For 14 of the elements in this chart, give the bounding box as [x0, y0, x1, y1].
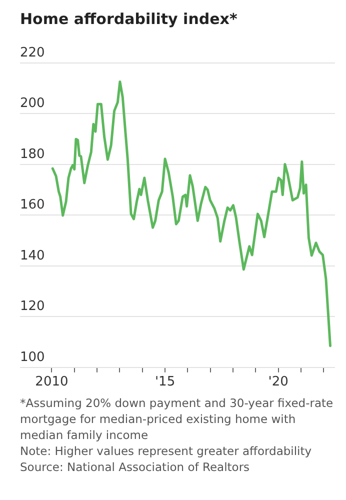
x-tick-label: '20: [268, 374, 288, 390]
chart-title: Home affordability index*: [20, 10, 238, 28]
y-tick-label: 220: [20, 45, 45, 60]
source-note: Source: National Association of Realtors: [20, 459, 251, 475]
x-tick-label: '15: [154, 374, 176, 390]
y-tick-label: 180: [20, 146, 45, 162]
y-tick-label: 160: [20, 198, 45, 213]
y-tick-label: 120: [20, 299, 45, 314]
text: Note: Higher values represent greater affordability: [20, 443, 313, 459]
y-tick-label: 200: [20, 96, 45, 112]
x-tick-label: 2010: [35, 374, 68, 390]
text: *Assuming 20% down payment and 30-year fixed-rate mortgage for median-priced existing home with median family income: [20, 395, 334, 443]
y-tick-label: 140: [20, 248, 45, 264]
y-tick-label: 100: [20, 350, 45, 365]
